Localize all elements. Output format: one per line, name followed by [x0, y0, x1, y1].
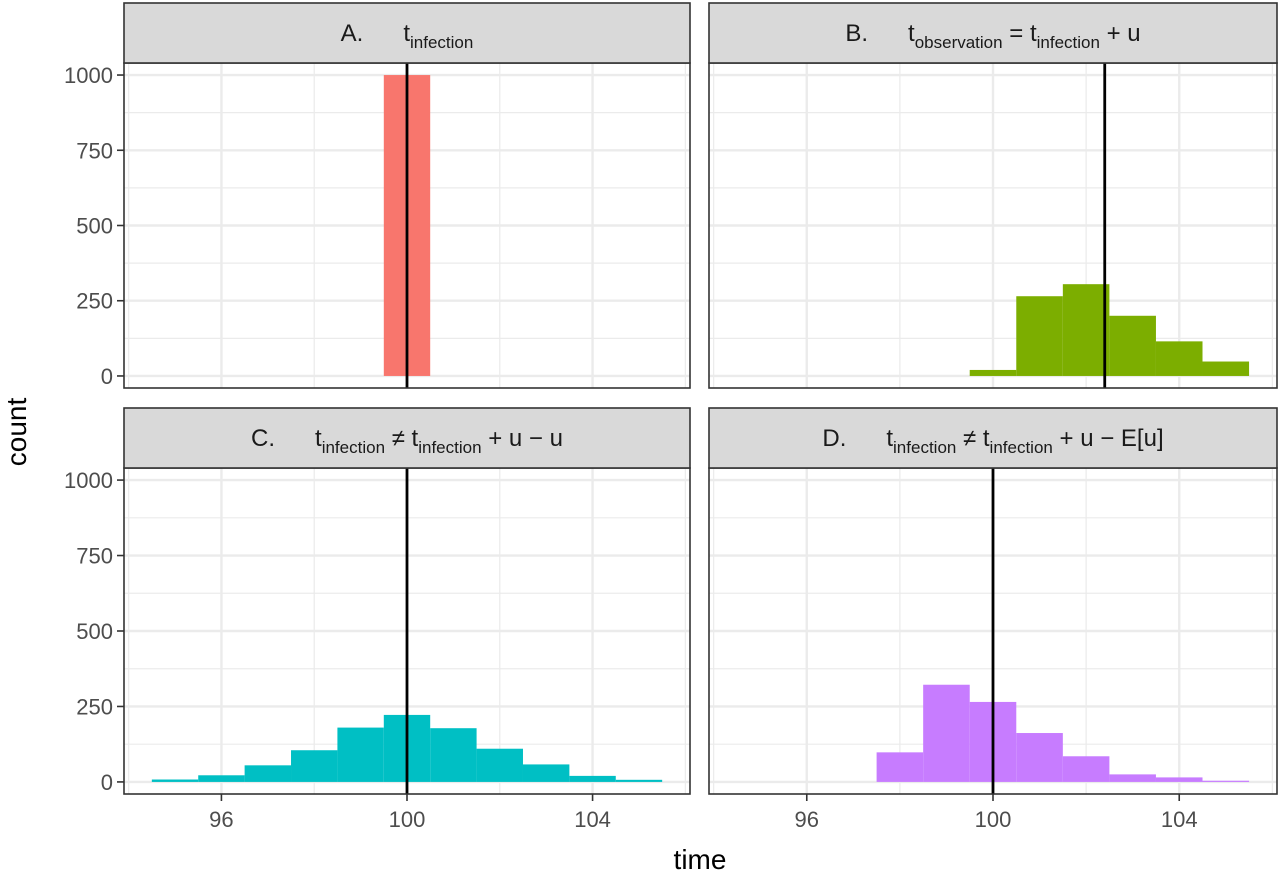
- strip-label: B. tobservation = tinfection + u: [845, 20, 1140, 52]
- strip-label: C. tinfection ≠ tinfection + u − u: [251, 425, 563, 457]
- histogram-bar: [1155, 341, 1203, 376]
- y-tick-label: 500: [76, 619, 113, 644]
- histogram-bar: [1202, 361, 1250, 376]
- y-tick-label: 750: [76, 544, 113, 569]
- x-tick-label: 96: [795, 807, 819, 832]
- y-tick-label: 250: [76, 694, 113, 719]
- strip-text-part: t: [908, 20, 915, 47]
- strip-text-part: ≠ t: [956, 425, 990, 452]
- histogram-bar: [876, 752, 924, 782]
- y-tick-label: 750: [76, 138, 113, 163]
- strip-subscript: infection: [990, 438, 1053, 457]
- strip-subscript: observation: [915, 33, 1003, 52]
- histogram-bar: [1062, 284, 1110, 376]
- strip-text-part: + u: [1100, 20, 1141, 47]
- y-tick-label: 0: [101, 770, 113, 795]
- y-tick-label: 250: [76, 289, 113, 314]
- strip-subscript: infection: [410, 33, 473, 52]
- histogram-bar: [244, 765, 292, 782]
- y-axis-title: count: [1, 398, 32, 467]
- x-tick-label: 96: [209, 807, 233, 832]
- histogram-bar: [569, 775, 616, 782]
- x-tick-label: 100: [389, 807, 426, 832]
- histogram-bar: [1109, 774, 1156, 782]
- strip-subscript: infection: [1037, 33, 1100, 52]
- histogram-bar: [476, 748, 523, 782]
- histogram-bar: [337, 727, 384, 782]
- histogram-bar: [151, 779, 199, 782]
- strip-text-part: t: [315, 425, 322, 452]
- histogram-bar: [923, 684, 970, 782]
- y-tick-label: 1000: [64, 468, 113, 493]
- strip-text-part: t: [886, 425, 893, 452]
- histogram-bar: [1016, 733, 1063, 782]
- strip-text-part: ≠ t: [385, 425, 419, 452]
- strip-subscript: infection: [322, 438, 385, 457]
- histogram-bar: [1109, 315, 1156, 376]
- histogram-bar: [1155, 777, 1203, 782]
- strip-letter: A.: [341, 20, 364, 47]
- strip-background: [708, 2, 1278, 64]
- panel-d: D. tinfection ≠ tinfection + u − E[u]96 10…: [708, 407, 1278, 832]
- histogram-bar: [1202, 780, 1250, 782]
- strip-letter: D.: [822, 425, 846, 452]
- strip-text-part: = t: [1003, 20, 1037, 47]
- strip-background: [708, 407, 1278, 469]
- panel-c: C. tinfection ≠ tinfection + u − u0250500…: [64, 407, 691, 832]
- histogram-bar: [291, 750, 338, 782]
- strip-label: A. tinfection: [341, 20, 474, 52]
- strip-label: D. tinfection ≠ tinfection + u − E[u]: [822, 425, 1163, 457]
- panel-a: A. tinfection 0 250 500 750 1000: [64, 2, 691, 389]
- histogram-bar: [198, 775, 245, 782]
- y-tick-label: 0: [101, 364, 113, 389]
- histogram-bar: [430, 728, 477, 782]
- strip-text-part: + u − E[u]: [1053, 425, 1164, 452]
- histogram-bar: [1016, 296, 1063, 376]
- x-tick-label: 104: [1161, 807, 1198, 832]
- strip-text-part: + u − u: [482, 425, 563, 452]
- histogram-bar: [522, 764, 570, 782]
- histogram-bar: [615, 779, 663, 782]
- x-tick-label: 100: [975, 807, 1012, 832]
- x-tick-label: 104: [574, 807, 611, 832]
- strip-subscript: infection: [893, 438, 956, 457]
- y-tick-label: 1000: [64, 63, 113, 88]
- strip-text-part: t: [403, 20, 410, 47]
- strip-letter: C.: [251, 425, 275, 452]
- histogram-bar: [969, 369, 1017, 376]
- strip-letter: B.: [845, 20, 868, 47]
- x-axis-title: time: [674, 844, 727, 875]
- strip-background: [123, 2, 691, 64]
- panel-b: B. tobservation = tinfection + u: [708, 2, 1278, 389]
- y-tick-label: 500: [76, 214, 113, 239]
- histogram-bar: [1062, 756, 1110, 782]
- strip-subscript: infection: [418, 438, 481, 457]
- strip-background: [123, 407, 691, 469]
